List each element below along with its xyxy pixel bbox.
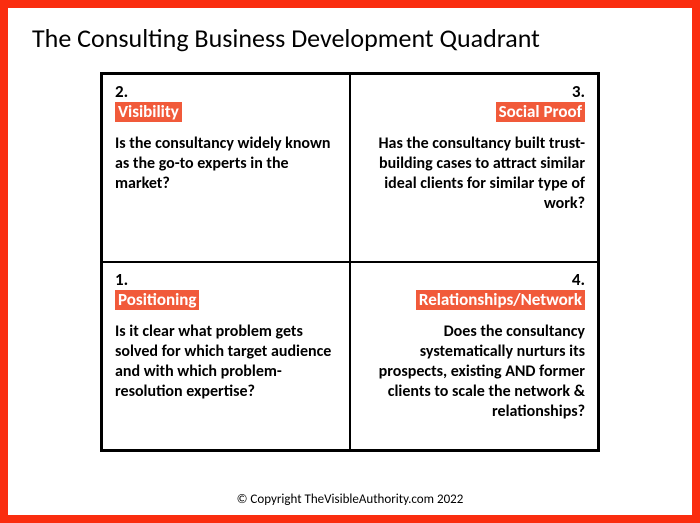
quadrant-label: Positioning xyxy=(115,290,199,311)
quadrant-body: Is it clear what problem gets solved for… xyxy=(115,322,337,402)
quadrant-frame: The Consulting Business Development Quad… xyxy=(0,0,700,523)
quadrant-number: 1. xyxy=(115,271,128,290)
quadrant-body: Does the consultancy systematically nurt… xyxy=(363,322,585,422)
quadrant-bottom-right: 4. Relationships/Network Does the consul… xyxy=(350,262,598,450)
quadrant-number: 3. xyxy=(572,83,585,102)
quadrant-top-left: 2. Visibility Is the consultancy widely … xyxy=(102,74,350,262)
quadrant-grid: 2. Visibility Is the consultancy widely … xyxy=(100,72,600,452)
quadrant-top-right: 3. Social Proof Has the consultancy buil… xyxy=(350,74,598,262)
quadrant-label: Relationships/Network xyxy=(416,290,585,311)
quadrant-label: Social Proof xyxy=(496,102,585,123)
page-title: The Consulting Business Development Quad… xyxy=(32,22,672,54)
quadrant-body: Is the consultancy widely known as the g… xyxy=(115,134,337,194)
quadrant-body: Has the consultancy built trust-building… xyxy=(363,134,585,214)
quadrant-number: 2. xyxy=(115,83,128,102)
copyright-text: © Copyright TheVisibleAuthority.com 2022 xyxy=(28,492,672,507)
quadrant-number: 4. xyxy=(572,271,585,290)
grid-wrap: 2. Visibility Is the consultancy widely … xyxy=(28,72,672,480)
quadrant-bottom-left: 1. Positioning Is it clear what problem … xyxy=(102,262,350,450)
quadrant-label: Visibility xyxy=(115,102,182,123)
